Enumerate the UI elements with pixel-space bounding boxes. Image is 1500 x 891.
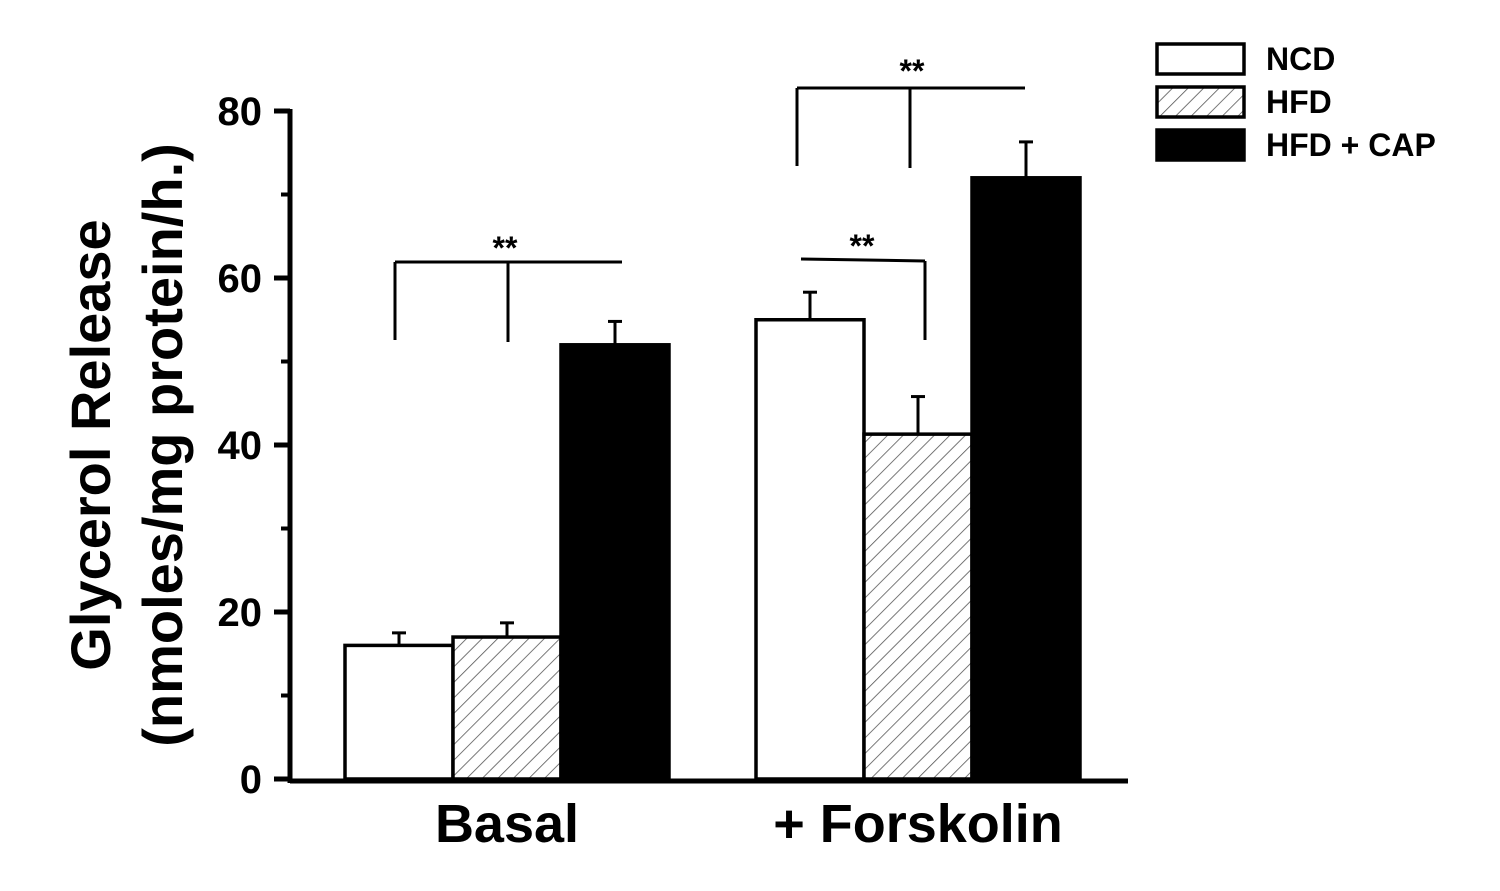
y-tick-label: 20 xyxy=(218,591,263,635)
legend-swatch xyxy=(1155,128,1246,162)
bar xyxy=(343,643,455,781)
legend-item: HFD xyxy=(1155,84,1332,120)
legend: NCD HFD HFD + CAP xyxy=(1155,41,1436,163)
legend-item: NCD xyxy=(1155,41,1335,77)
significance-label: ** xyxy=(493,230,518,266)
significance-bracket: ** xyxy=(393,230,622,342)
legend-item: HFD + CAP xyxy=(1155,127,1436,163)
bar xyxy=(970,176,1082,781)
bar xyxy=(559,343,671,781)
y-tick-label: 0 xyxy=(240,758,262,802)
legend-label: NCD xyxy=(1266,41,1335,77)
y-tick-label: 40 xyxy=(218,424,263,468)
y-axis-label: Glycerol Release (nmoles/mg protein/h.) xyxy=(59,143,194,747)
significance-label: ** xyxy=(900,53,925,89)
y-axis-label-line-2: (nmoles/mg protein/h.) xyxy=(131,143,194,747)
bar xyxy=(862,432,974,781)
legend-swatch xyxy=(1155,85,1246,119)
x-category-label: Basal xyxy=(435,794,579,854)
legend-swatch xyxy=(1155,42,1246,76)
y-tick-label: 60 xyxy=(218,257,263,301)
legend-label: HFD + CAP xyxy=(1266,127,1436,163)
bar xyxy=(754,318,866,781)
significance-bracket: ** xyxy=(800,228,927,340)
plot-area: 0 20 40 60 80 Basal + Forskolin ** ** ** xyxy=(218,53,1128,854)
bar xyxy=(451,635,563,781)
bracket-line xyxy=(800,257,926,263)
x-category-label: + Forskolin xyxy=(773,794,1063,854)
significance-label: ** xyxy=(850,228,875,264)
legend-label: HFD xyxy=(1266,84,1332,120)
significance-bracket: ** xyxy=(795,53,1025,168)
y-axis-label-line-1: Glycerol Release xyxy=(59,219,122,670)
y-tick-label: 80 xyxy=(218,90,263,134)
